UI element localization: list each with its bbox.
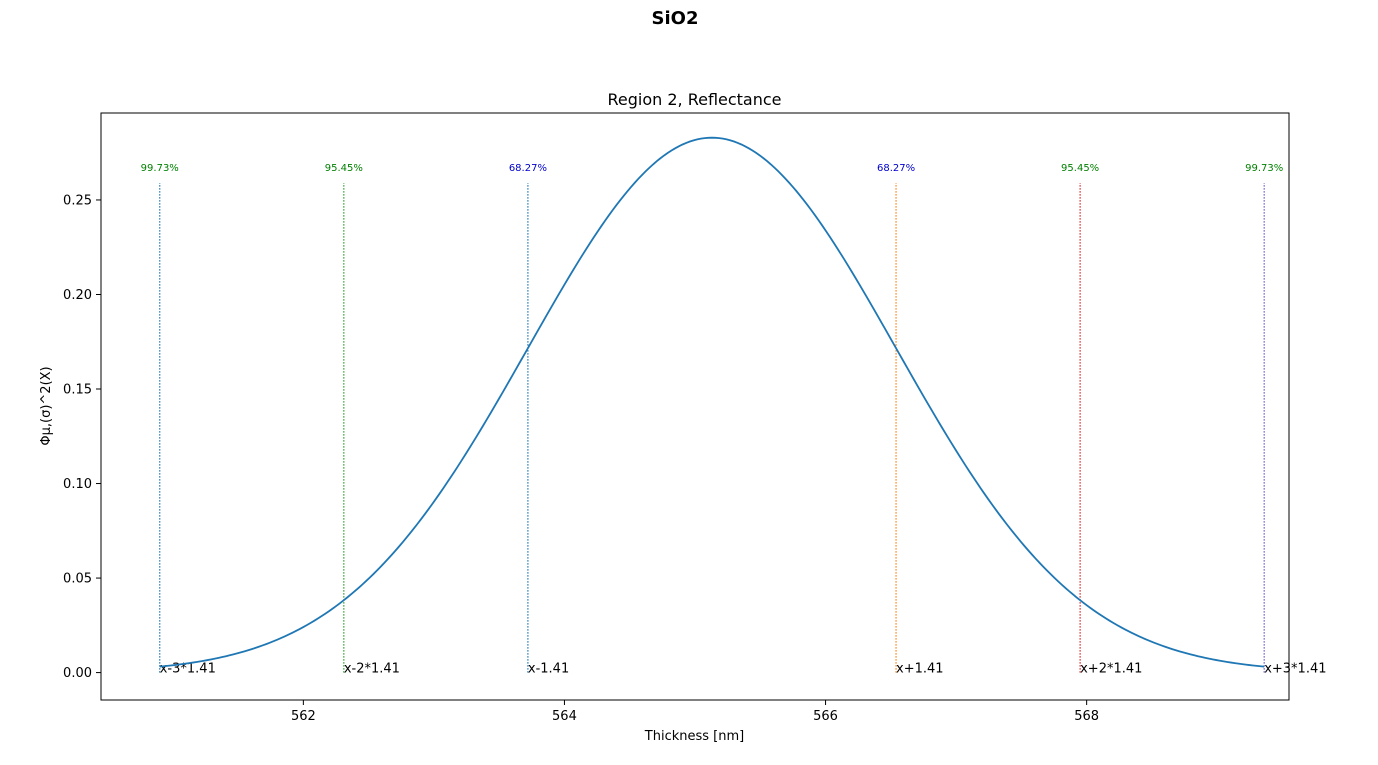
y-tick-label: 0.00 xyxy=(63,666,92,681)
x-tick-label: 564 xyxy=(552,709,577,724)
marker-percent-label: 99.73% xyxy=(141,163,179,174)
marker-label: x+3*1.41 xyxy=(1264,662,1326,677)
marker-percent-label: 95.45% xyxy=(1061,163,1099,174)
y-axis-label: Φμ,(σ)^2(X) xyxy=(39,366,54,445)
plot-frame xyxy=(100,112,1290,701)
marker-percent-label: 99.73% xyxy=(1245,163,1283,174)
x-axis-label: Thickness [nm] xyxy=(644,729,744,744)
y-tick-label: 0.25 xyxy=(63,193,92,208)
y-tick-label: 0.10 xyxy=(63,477,92,492)
marker-percent-label: 68.27% xyxy=(877,163,915,174)
plot-area: 99.73%x-3*1.4195.45%x-2*1.4168.27%x-1.41… xyxy=(141,136,1327,677)
marker-label: x-2*1.41 xyxy=(344,662,400,677)
x-tick-label: 566 xyxy=(813,709,838,724)
y-tick-label: 0.20 xyxy=(63,288,92,303)
figure-suptitle: SiO2 xyxy=(652,8,699,29)
y-tick-label: 0.05 xyxy=(63,572,92,587)
x-tick-label: 568 xyxy=(1074,709,1099,724)
x-axis-ticks: 562 564 566 568 xyxy=(291,700,1099,724)
y-tick-label: 0.15 xyxy=(63,383,92,398)
marker-label: x-1.41 xyxy=(528,662,569,677)
marker-percent-label: 95.45% xyxy=(325,163,363,174)
series-line xyxy=(159,136,1265,668)
chart-title: Region 2, Reflectance xyxy=(607,90,781,109)
x-tick-label: 562 xyxy=(291,709,316,724)
marker-label: x+1.41 xyxy=(896,662,944,677)
marker-label: x+2*1.41 xyxy=(1080,662,1142,677)
marker-percent-label: 68.27% xyxy=(509,163,547,174)
y-axis-ticks: 0.00 0.05 0.10 0.15 0.20 0.25 xyxy=(63,193,101,681)
